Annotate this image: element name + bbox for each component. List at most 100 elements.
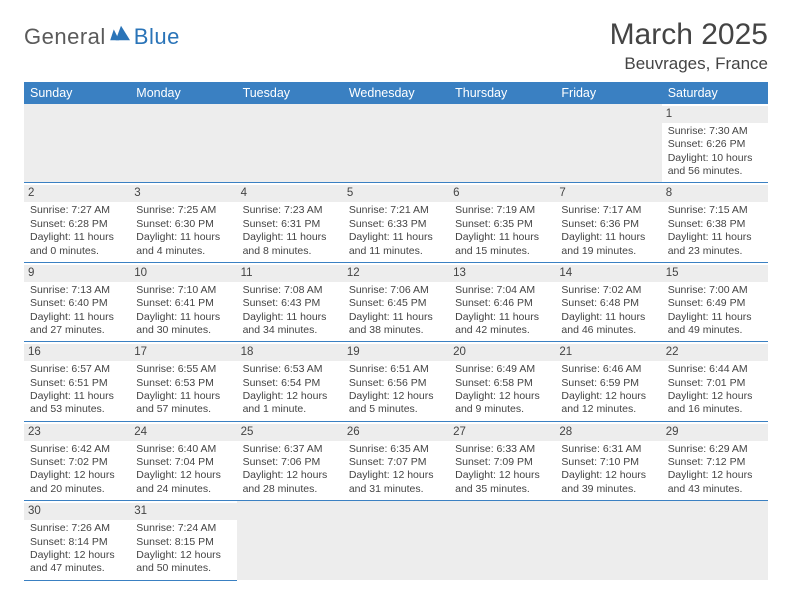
weekday-header: Wednesday — [343, 82, 449, 104]
calendar-day: 5Sunrise: 7:21 AMSunset: 6:33 PMDaylight… — [343, 183, 449, 262]
daylight-text: Daylight: 11 hours and 34 minutes. — [243, 311, 337, 338]
calendar-day: 3Sunrise: 7:25 AMSunset: 6:30 PMDaylight… — [130, 183, 236, 262]
day-details: Sunrise: 6:44 AMSunset: 7:01 PMDaylight:… — [668, 363, 762, 417]
daylight-text: Daylight: 11 hours and 0 minutes. — [30, 231, 124, 258]
daylight-text: Daylight: 11 hours and 23 minutes. — [668, 231, 762, 258]
sunset-text: Sunset: 6:26 PM — [668, 138, 762, 151]
day-details: Sunrise: 6:40 AMSunset: 7:04 PMDaylight:… — [136, 443, 230, 497]
calendar-day: 6Sunrise: 7:19 AMSunset: 6:35 PMDaylight… — [449, 183, 555, 262]
calendar-day-empty — [449, 104, 555, 183]
daylight-text: Daylight: 12 hours and 47 minutes. — [30, 549, 124, 576]
sunrise-text: Sunrise: 6:42 AM — [30, 443, 124, 456]
sunset-text: Sunset: 7:02 PM — [30, 456, 124, 469]
calendar-day: 29Sunrise: 6:29 AMSunset: 7:12 PMDayligh… — [662, 421, 768, 500]
day-number: 31 — [130, 503, 236, 520]
day-number: 23 — [24, 424, 130, 441]
daylight-text: Daylight: 11 hours and 8 minutes. — [243, 231, 337, 258]
sunset-text: Sunset: 6:56 PM — [349, 377, 443, 390]
sunset-text: Sunset: 6:41 PM — [136, 297, 230, 310]
daylight-text: Daylight: 12 hours and 9 minutes. — [455, 390, 549, 417]
day-number: 20 — [449, 344, 555, 361]
sunset-text: Sunset: 6:58 PM — [455, 377, 549, 390]
sunset-text: Sunset: 7:01 PM — [668, 377, 762, 390]
sunset-text: Sunset: 6:48 PM — [561, 297, 655, 310]
daylight-text: Daylight: 12 hours and 16 minutes. — [668, 390, 762, 417]
calendar-day-empty — [237, 104, 343, 183]
sunrise-text: Sunrise: 6:37 AM — [243, 443, 337, 456]
calendar-day: 1Sunrise: 7:30 AMSunset: 6:26 PMDaylight… — [662, 104, 768, 183]
logo-text-general: General — [24, 24, 106, 50]
day-details: Sunrise: 7:23 AMSunset: 6:31 PMDaylight:… — [243, 204, 337, 258]
day-details: Sunrise: 6:35 AMSunset: 7:07 PMDaylight:… — [349, 443, 443, 497]
sunrise-text: Sunrise: 6:33 AM — [455, 443, 549, 456]
calendar-day-empty — [24, 104, 130, 183]
calendar-day: 12Sunrise: 7:06 AMSunset: 6:45 PMDayligh… — [343, 262, 449, 341]
calendar-day: 11Sunrise: 7:08 AMSunset: 6:43 PMDayligh… — [237, 262, 343, 341]
daylight-text: Daylight: 11 hours and 4 minutes. — [136, 231, 230, 258]
logo-mark-icon — [110, 24, 132, 42]
daylight-text: Daylight: 10 hours and 56 minutes. — [668, 152, 762, 179]
calendar-day: 21Sunrise: 6:46 AMSunset: 6:59 PMDayligh… — [555, 342, 661, 421]
daylight-text: Daylight: 11 hours and 27 minutes. — [30, 311, 124, 338]
sunrise-text: Sunrise: 7:15 AM — [668, 204, 762, 217]
day-details: Sunrise: 7:08 AMSunset: 6:43 PMDaylight:… — [243, 284, 337, 338]
day-details: Sunrise: 6:57 AMSunset: 6:51 PMDaylight:… — [30, 363, 124, 417]
day-number: 22 — [662, 344, 768, 361]
daylight-text: Daylight: 12 hours and 1 minute. — [243, 390, 337, 417]
day-number: 7 — [555, 185, 661, 202]
day-number: 13 — [449, 265, 555, 282]
day-details: Sunrise: 7:17 AMSunset: 6:36 PMDaylight:… — [561, 204, 655, 258]
weekday-row: SundayMondayTuesdayWednesdayThursdayFrid… — [24, 82, 768, 104]
sunset-text: Sunset: 6:59 PM — [561, 377, 655, 390]
calendar-table: SundayMondayTuesdayWednesdayThursdayFrid… — [24, 82, 768, 581]
day-number: 4 — [237, 185, 343, 202]
sunrise-text: Sunrise: 7:24 AM — [136, 522, 230, 535]
sunset-text: Sunset: 6:38 PM — [668, 218, 762, 231]
day-number: 5 — [343, 185, 449, 202]
sunrise-text: Sunrise: 7:19 AM — [455, 204, 549, 217]
calendar-day-empty — [555, 501, 661, 580]
sunrise-text: Sunrise: 7:23 AM — [243, 204, 337, 217]
sunrise-text: Sunrise: 7:13 AM — [30, 284, 124, 297]
day-details: Sunrise: 7:04 AMSunset: 6:46 PMDaylight:… — [455, 284, 549, 338]
sunrise-text: Sunrise: 7:10 AM — [136, 284, 230, 297]
calendar-day: 8Sunrise: 7:15 AMSunset: 6:38 PMDaylight… — [662, 183, 768, 262]
weekday-header: Friday — [555, 82, 661, 104]
day-number: 2 — [24, 185, 130, 202]
calendar-day: 4 Sunrise: 7:23 AMSunset: 6:31 PMDaylight… — [237, 183, 343, 262]
day-details: Sunrise: 6:42 AMSunset: 7:02 PMDaylight:… — [30, 443, 124, 497]
sunset-text: Sunset: 6:54 PM — [243, 377, 337, 390]
daylight-text: Daylight: 12 hours and 24 minutes. — [136, 469, 230, 496]
day-details: Sunrise: 6:53 AMSunset: 6:54 PMDaylight:… — [243, 363, 337, 417]
calendar-day: 19Sunrise: 6:51 AMSunset: 6:56 PMDayligh… — [343, 342, 449, 421]
day-number: 25 — [237, 424, 343, 441]
sunrise-text: Sunrise: 6:49 AM — [455, 363, 549, 376]
calendar-day-empty — [130, 104, 236, 183]
calendar-week: 2Sunrise: 7:27 AMSunset: 6:28 PMDaylight… — [24, 183, 768, 262]
day-details: Sunrise: 6:31 AMSunset: 7:10 PMDaylight:… — [561, 443, 655, 497]
day-number: 12 — [343, 265, 449, 282]
sunrise-text: Sunrise: 6:55 AM — [136, 363, 230, 376]
sunset-text: Sunset: 6:33 PM — [349, 218, 443, 231]
day-details: Sunrise: 7:30 AMSunset: 6:26 PMDaylight:… — [668, 125, 762, 179]
sunrise-text: Sunrise: 7:26 AM — [30, 522, 124, 535]
sunrise-text: Sunrise: 7:17 AM — [561, 204, 655, 217]
sunset-text: Sunset: 6:35 PM — [455, 218, 549, 231]
daylight-text: Daylight: 12 hours and 39 minutes. — [561, 469, 655, 496]
calendar-week: 9Sunrise: 7:13 AMSunset: 6:40 PMDaylight… — [24, 262, 768, 341]
calendar-day-empty — [555, 104, 661, 183]
sunset-text: Sunset: 7:06 PM — [243, 456, 337, 469]
day-number: 18 — [237, 344, 343, 361]
calendar-day: 10Sunrise: 7:10 AMSunset: 6:41 PMDayligh… — [130, 262, 236, 341]
sunrise-text: Sunrise: 6:29 AM — [668, 443, 762, 456]
calendar-page: General Blue March 2025 Beuvrages, Franc… — [0, 0, 792, 612]
sunset-text: Sunset: 6:53 PM — [136, 377, 230, 390]
calendar-day: 27Sunrise: 6:33 AMSunset: 7:09 PMDayligh… — [449, 421, 555, 500]
day-number: 19 — [343, 344, 449, 361]
daylight-text: Daylight: 12 hours and 20 minutes. — [30, 469, 124, 496]
sunset-text: Sunset: 7:12 PM — [668, 456, 762, 469]
calendar-day: 24Sunrise: 6:40 AMSunset: 7:04 PMDayligh… — [130, 421, 236, 500]
calendar-day: 7 Sunrise: 7:17 AMSunset: 6:36 PMDaylight… — [555, 183, 661, 262]
daylight-text: Daylight: 12 hours and 28 minutes. — [243, 469, 337, 496]
calendar-day-empty — [662, 501, 768, 580]
